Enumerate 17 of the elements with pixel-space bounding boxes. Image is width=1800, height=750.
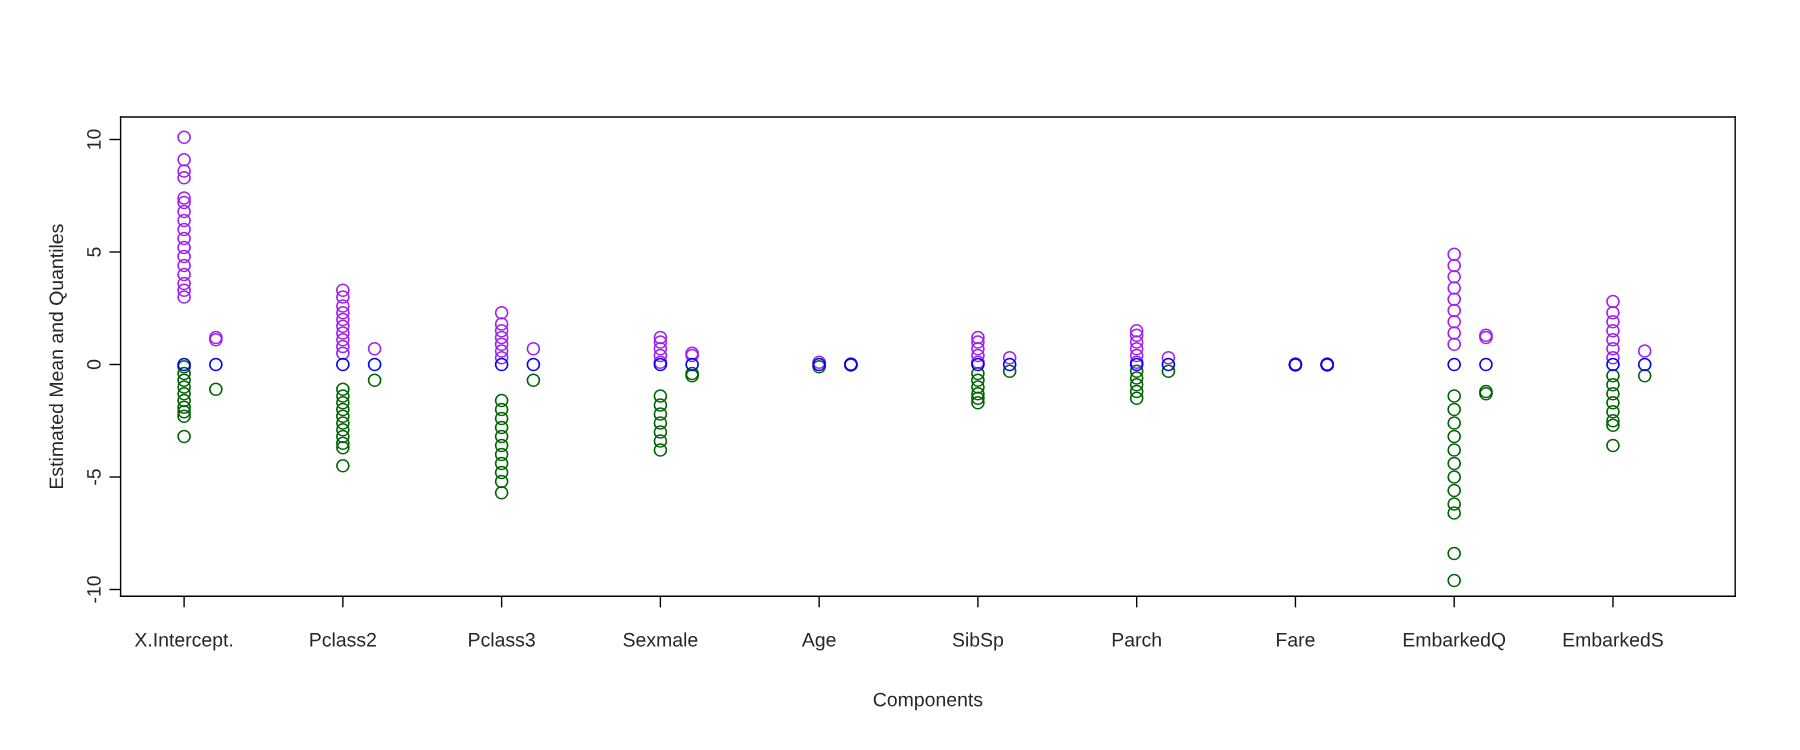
y-tick-label: 5	[87, 247, 101, 257]
x-tick-label: Pclass2	[310, 632, 376, 647]
x-axis-title: Components	[873, 692, 983, 711]
y-tick-label: 0	[87, 359, 101, 370]
x-tick-label: Fare	[1277, 633, 1315, 647]
x-tick-label: EmbarkedS	[1563, 632, 1663, 647]
x-tick-label: EmbarkedQ	[1403, 632, 1506, 651]
y-tick-label: -10	[87, 576, 101, 603]
x-tick-label: Sexmale	[623, 632, 698, 647]
y-axis-title: Estimated Mean and Quantiles	[48, 224, 67, 488]
x-tick-label: Age	[801, 633, 836, 651]
x-tick-label: SibSp	[952, 632, 1004, 651]
x-tick-label: Parch	[1112, 632, 1161, 647]
y-tick-label: 10	[87, 129, 101, 149]
y-tick-label: -5	[87, 469, 101, 485]
x-tick-label: Pclass3	[469, 632, 535, 647]
x-tick-label: X.Intercept.	[134, 633, 233, 651]
